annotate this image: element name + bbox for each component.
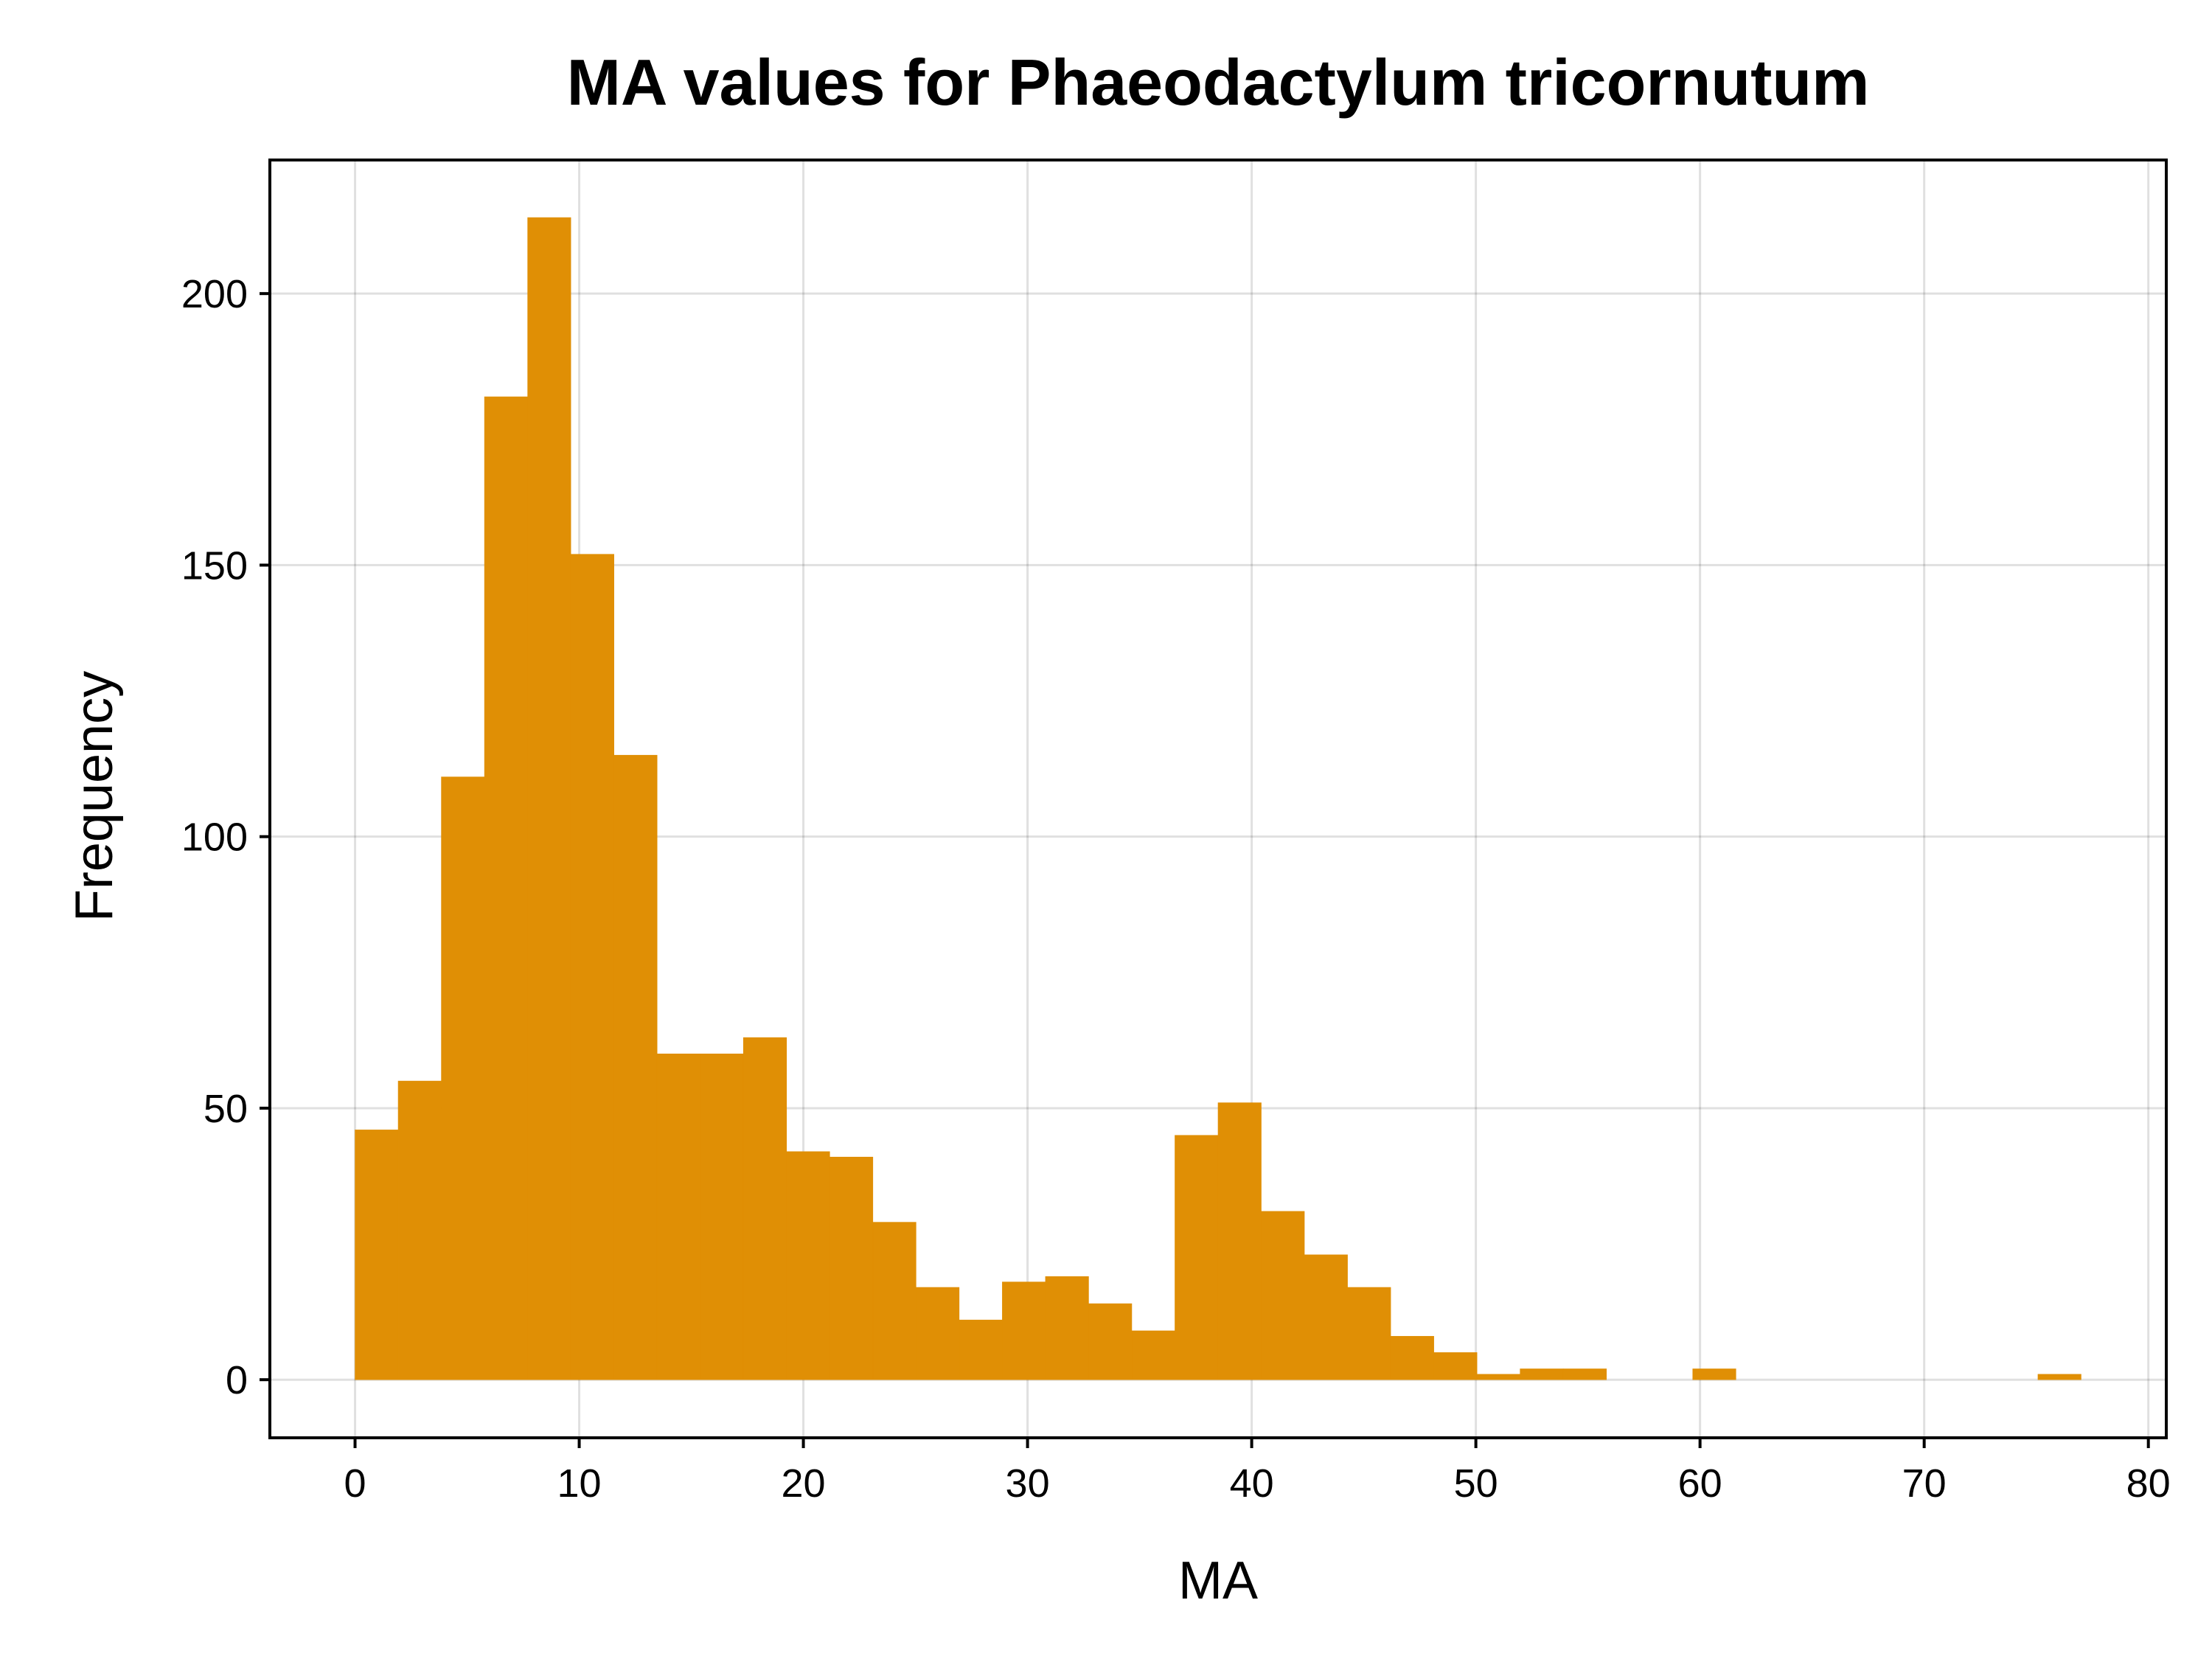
y-tick-label: 150: [181, 543, 248, 588]
histogram-bar: [1562, 1368, 1607, 1380]
x-tick-label: 10: [557, 1461, 602, 1506]
histogram-bar: [829, 1156, 874, 1380]
histogram-bar: [916, 1287, 960, 1380]
x-tick-label: 30: [1006, 1461, 1050, 1506]
histogram-bar: [1045, 1276, 1089, 1380]
histogram-bar: [1476, 1374, 1520, 1380]
histogram-bar: [1131, 1330, 1175, 1380]
axis-ticks: 0 10 20 30 40 50 60 70 80 0 50 100 150 200: [181, 272, 2171, 1506]
histogram-bar: [786, 1151, 830, 1380]
x-tick-label: 0: [344, 1461, 366, 1506]
histogram-bar: [959, 1319, 1003, 1380]
histogram-bar: [484, 396, 528, 1380]
histogram-bar: [1175, 1135, 1219, 1380]
histogram-bar: [1692, 1368, 1736, 1380]
y-tick-label: 50: [204, 1087, 248, 1131]
histogram-bar: [1433, 1352, 1478, 1380]
plot-frame: [268, 159, 2168, 1439]
x-axis-label: MA: [1178, 1551, 1258, 1610]
histogram-bar: [1002, 1281, 1046, 1380]
histogram-bar: [1520, 1368, 1564, 1380]
histogram-bar: [1088, 1303, 1133, 1380]
x-tick-label: 70: [1902, 1461, 1947, 1506]
histogram-bar: [656, 1053, 701, 1380]
x-tick-label: 80: [2126, 1461, 2171, 1506]
x-tick-label: 40: [1230, 1461, 1274, 1506]
histogram-bar: [1347, 1287, 1391, 1380]
histogram-bar: [700, 1053, 744, 1380]
histogram-bar: [397, 1080, 442, 1380]
y-tick-label: 100: [181, 815, 248, 860]
histogram-bars: [355, 217, 2081, 1380]
x-tick-label: 50: [1454, 1461, 1498, 1506]
histogram-bar: [527, 217, 571, 1380]
x-tick-label: 60: [1678, 1461, 1722, 1506]
histogram-bar: [742, 1037, 787, 1380]
histogram-bar: [441, 776, 485, 1380]
histogram-bar: [1217, 1102, 1262, 1380]
y-tick-label: 0: [226, 1358, 248, 1402]
histogram-bar: [1261, 1211, 1305, 1380]
chart-title: MA values for Phaeodactylum tricornutum: [567, 46, 1870, 119]
histogram-bar: [2037, 1374, 2081, 1380]
histogram-bar: [1390, 1335, 1434, 1380]
y-tick-label: 200: [181, 272, 248, 316]
histogram-bar: [613, 754, 658, 1380]
y-axis-label: Frequency: [65, 671, 124, 922]
histogram-bar: [872, 1222, 917, 1380]
histogram-bar: [355, 1130, 399, 1380]
histogram-bar: [570, 554, 614, 1380]
histogram-bar: [1304, 1254, 1348, 1380]
x-tick-label: 20: [782, 1461, 826, 1506]
